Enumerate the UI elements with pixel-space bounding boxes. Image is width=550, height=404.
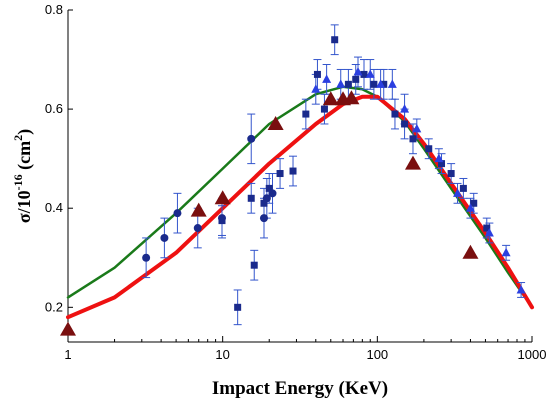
x-tick-label: 1 [64,347,71,362]
point-triangle-blue [412,123,422,133]
point-square [352,75,360,83]
point-square [391,110,399,118]
point-square [438,160,446,168]
point-circle [193,224,202,233]
y-ticks: 0.2 0.4 0.6 0.8 [45,2,73,314]
point-square [447,170,455,178]
point-triangle-dark [404,155,421,170]
y-axis-title-unit-close: ) [14,129,35,135]
point-square [265,184,273,192]
point-triangle-blue [400,104,410,113]
point-triangle-blue [387,79,397,88]
plot-area [68,10,532,342]
point-triangle-blue [365,69,375,78]
x-tick-label: 100 [366,347,388,362]
point-square [247,194,255,202]
point-triangle-blue [453,188,463,197]
point-triangle-blue [516,284,526,294]
x-axis-title: Impact Energy (KeV) [212,378,388,399]
point-triangle-blue [353,66,363,76]
point-triangle-dark [60,321,76,336]
y-axis-title-unit-open: (cm [14,141,35,174]
data-points [60,36,526,336]
y-axis-title-exp: -16 [11,174,25,190]
point-triangle-blue [311,84,321,93]
y-tick-label: 0.4 [45,200,63,215]
y-tick-label: 0.2 [45,299,63,314]
point-circle [142,253,151,262]
point-triangle-blue [465,203,475,212]
point-square [459,184,467,192]
y-axis-title: σ/10-16 (cm2) [11,129,35,223]
point-triangle-blue [501,247,511,257]
point-square [360,70,368,78]
point-triangle-blue [484,227,494,237]
point-square [425,145,433,153]
x-ticks: 1 10 100 1000 [64,336,546,362]
point-triangle-blue [434,153,444,163]
point-circle [259,214,268,223]
y-tick-label: 0.8 [45,2,63,17]
point-square [302,110,310,118]
point-square [276,170,284,178]
point-triangle-dark [462,244,479,259]
x-tick-label: 10 [215,347,229,362]
point-square [401,120,409,128]
point-circle [173,209,182,218]
point-square [289,167,297,175]
point-square [218,217,226,225]
point-square [320,105,328,113]
point-triangle-blue [322,74,332,83]
point-square [260,199,268,207]
point-triangle-blue [336,79,346,88]
point-triangle-dark [190,202,207,217]
point-square [370,80,378,88]
plot-frame [67,10,532,343]
point-square [380,80,388,88]
point-square [483,224,491,232]
point-triangle-dark [214,190,231,205]
point-circle [160,233,169,242]
point-square [344,80,352,88]
point-square [250,261,258,269]
point-square [331,36,339,44]
point-triangle-blue [376,79,386,88]
y-axis-title-unit-exp: 2 [11,135,25,141]
point-square [234,303,242,311]
point-triangle-dark [267,115,284,130]
point-triangle-dark [343,90,360,105]
x-tick-label: 1000 [518,347,547,362]
point-square [470,199,478,207]
point-triangle-dark [322,91,339,106]
point-square [409,135,417,143]
series-line-red [66,94,534,320]
point-circle [247,134,256,143]
y-tick-label: 0.6 [45,101,63,116]
point-square [313,70,321,78]
y-axis-title-base: σ/10 [14,190,34,223]
